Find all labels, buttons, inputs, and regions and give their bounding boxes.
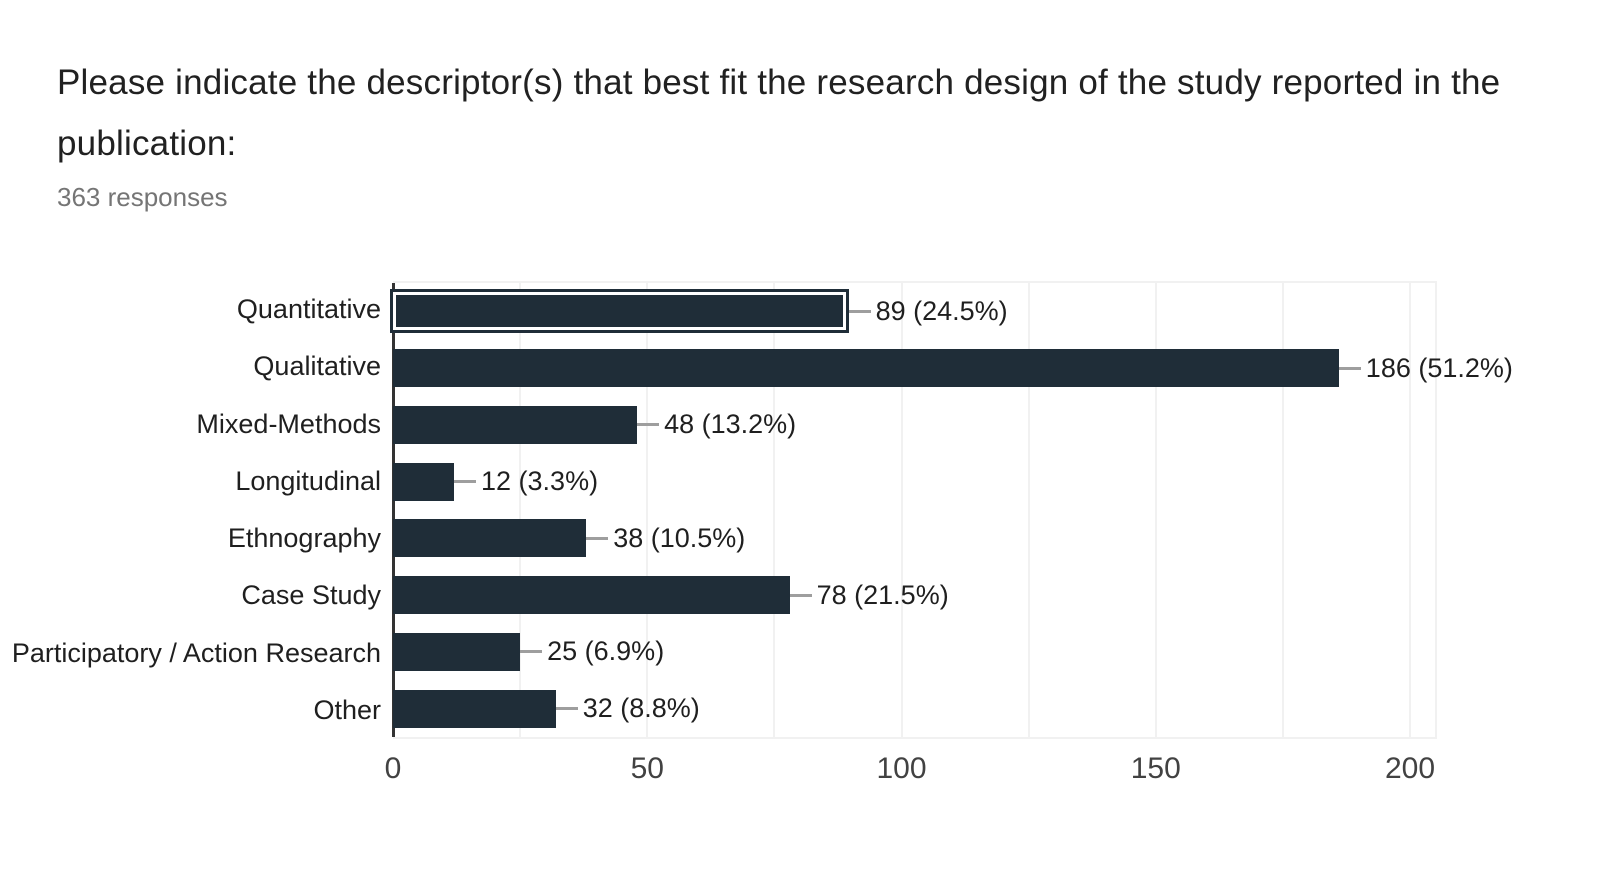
- gridline: [1154, 283, 1157, 737]
- bar-row: 38 (10.5%): [393, 510, 1435, 567]
- bar-row: 78 (21.5%): [393, 567, 1435, 624]
- value-label: 89 (24.5%): [875, 295, 1008, 326]
- bar-row: 48 (13.2%): [393, 397, 1435, 454]
- bar-row: 186 (51.2%): [393, 340, 1513, 397]
- bar-ethnography[interactable]: [393, 519, 587, 558]
- gridline: [519, 283, 522, 737]
- value-label: 32 (8.8%): [582, 693, 700, 724]
- category-label: Quantitative: [236, 294, 381, 325]
- bar-row: 12 (3.3%): [393, 453, 1435, 510]
- bar-row: 89 (24.5%): [390, 283, 1435, 340]
- category-label: Longitudinal: [235, 465, 381, 496]
- category-label: Case Study: [241, 580, 381, 611]
- bar-other[interactable]: [393, 689, 556, 728]
- leader-line: [555, 707, 578, 711]
- plot-area: 89 (24.5%) 186 (51.2%) 48 (13.2%) 12 (3.3%)…: [390, 281, 1513, 739]
- gridline: [1281, 283, 1284, 737]
- x-tick-label: 50: [630, 752, 664, 785]
- x-tick-label: 150: [1130, 752, 1181, 785]
- value-axis: 0 50 100 150 200: [385, 752, 1437, 792]
- gridline: [1027, 283, 1030, 737]
- bar-case-study[interactable]: [393, 576, 790, 615]
- x-tick-label: 0: [384, 752, 402, 785]
- value-label: 78 (21.5%): [816, 579, 949, 610]
- x-tick-label: 200: [1384, 752, 1436, 785]
- value-label: 38 (10.5%): [613, 522, 746, 553]
- category-label: Other: [313, 694, 381, 725]
- bar-rows: 89 (24.5%) 186 (51.2%) 48 (13.2%) 12 (3.3%)…: [390, 283, 1513, 737]
- bar-longitudinal[interactable]: [393, 462, 455, 501]
- gridline: [1409, 283, 1411, 737]
- value-label: 12 (3.3%): [481, 466, 599, 497]
- category-axis: Quantitative Qualitative Mixed-Methods Long…: [0, 281, 381, 739]
- x-tick-label: 100: [876, 752, 927, 785]
- value-label: 48 (13.2%): [664, 409, 797, 440]
- responses-count: 363 responses: [57, 182, 228, 212]
- category-label: Ethnography: [227, 523, 381, 554]
- value-label: 25 (6.9%): [547, 636, 665, 667]
- leader-line: [637, 423, 660, 427]
- bar-row: 25 (6.9%): [393, 624, 1435, 681]
- leader-line: [520, 650, 543, 654]
- bar-participatory-action-research[interactable]: [393, 632, 521, 671]
- bar-mixed-methods[interactable]: [393, 405, 638, 444]
- gridline: [900, 283, 903, 737]
- zero-axis-line: [392, 283, 395, 737]
- gridline: [773, 283, 776, 737]
- bar-qualitative[interactable]: [393, 349, 1339, 388]
- leader-line: [1338, 366, 1361, 370]
- leader-line: [848, 309, 871, 313]
- leader-line: [454, 480, 477, 484]
- category-label: Qualitative: [253, 351, 381, 382]
- leader-line: [789, 593, 812, 597]
- category-label: Participatory / Action Research: [11, 637, 381, 668]
- bar-quantitative[interactable]: [390, 289, 849, 334]
- question-title: Please indicate the descriptor(s) that b…: [57, 63, 1501, 163]
- gridline: [646, 283, 649, 737]
- category-label: Mixed-Methods: [196, 408, 381, 439]
- value-label: 186 (51.2%): [1365, 352, 1513, 383]
- bar-row: 32 (8.8%): [393, 680, 1435, 737]
- leader-line: [586, 536, 609, 540]
